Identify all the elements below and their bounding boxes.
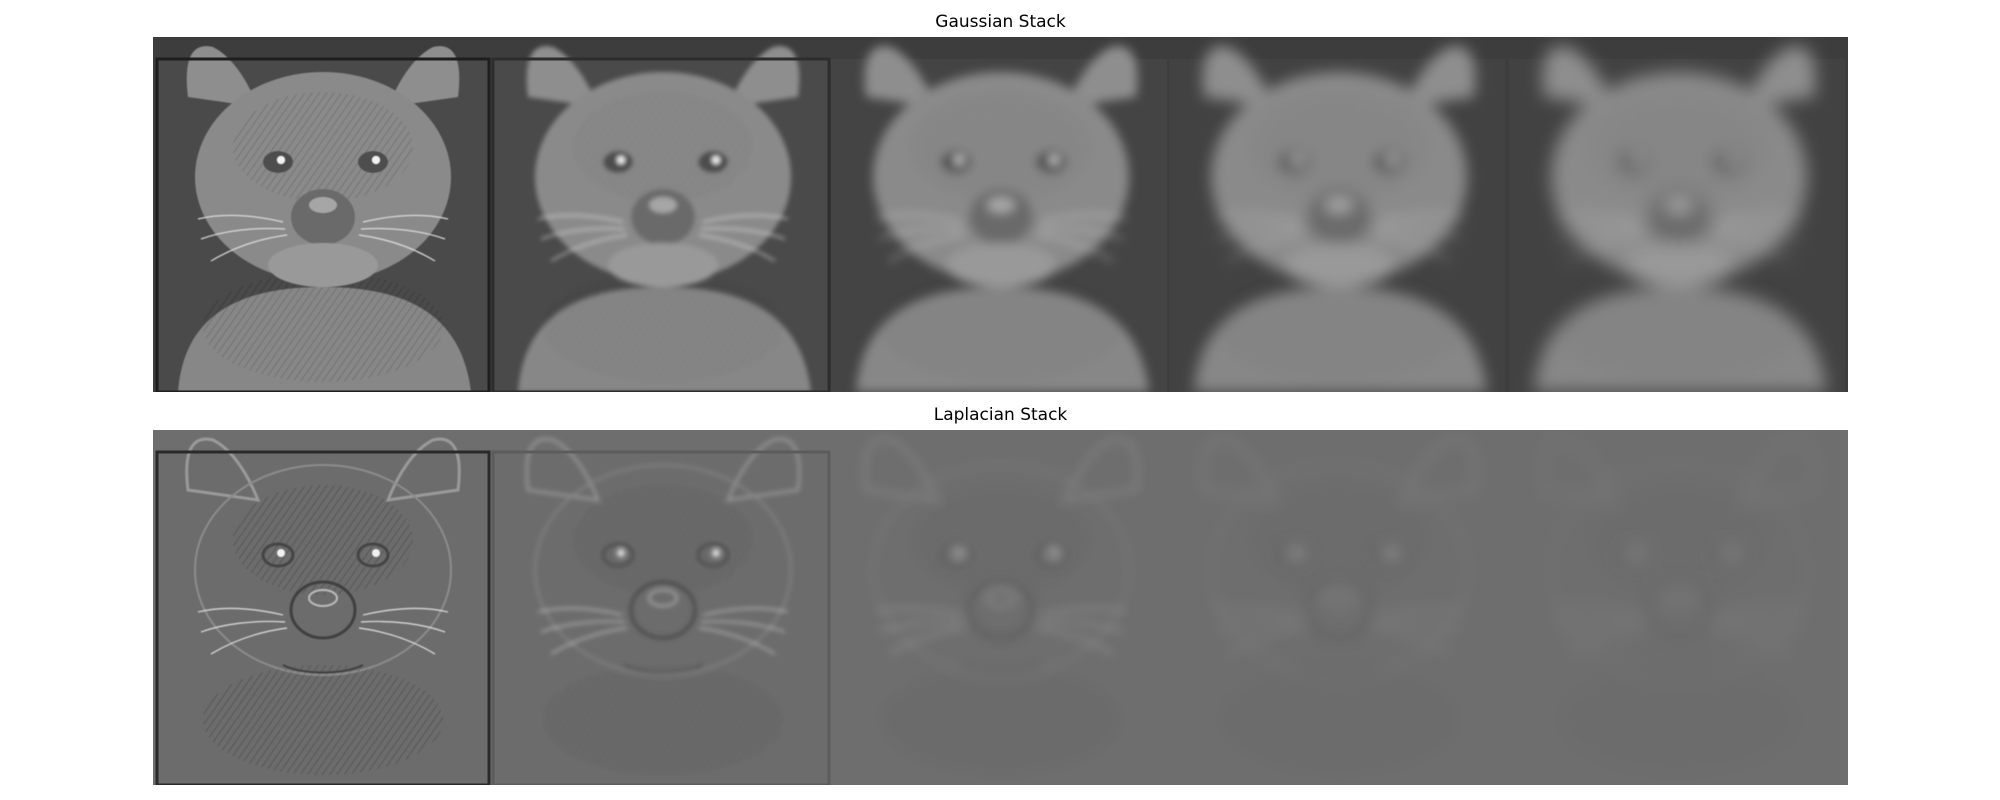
laplacian-stack-title: Laplacian Stack — [933, 405, 1068, 425]
gaussian-stack-image — [153, 37, 1848, 392]
gaussian-stack-title: Gaussian Stack — [935, 12, 1066, 32]
laplacian-stack-image — [153, 430, 1848, 785]
